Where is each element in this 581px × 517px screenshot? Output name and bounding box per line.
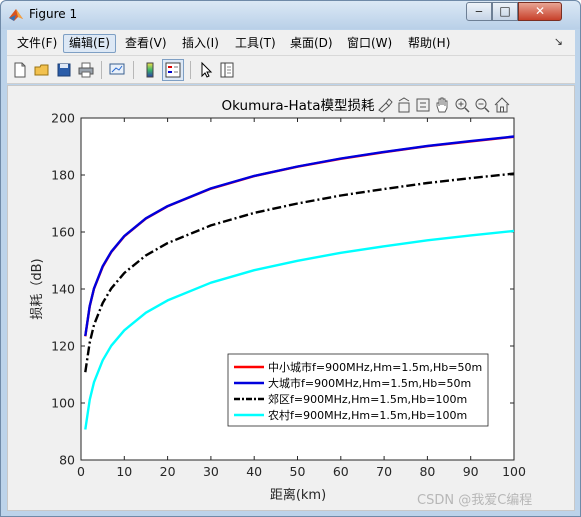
legend-icon[interactable] <box>162 59 184 81</box>
maximize-button[interactable]: □ <box>492 2 518 21</box>
property-inspector-icon[interactable] <box>218 61 236 79</box>
legend-box <box>227 353 489 427</box>
toolbar-separator <box>133 61 134 79</box>
x-tick-label: 40 <box>246 464 262 479</box>
legend-entry-label: 中小城市f=900MHz,Hm=1.5m,Hb=50m <box>268 360 482 374</box>
x-tick-label: 50 <box>290 464 306 479</box>
y-tick-label: 80 <box>59 453 75 468</box>
legend-entry-label: 郊区f=900MHz,Hm=1.5m,Hb=100m <box>268 393 467 406</box>
menu-edit[interactable]: 编辑(E) <box>63 34 116 53</box>
x-tick-label: 10 <box>116 464 132 479</box>
minimize-button[interactable]: ‒ <box>466 2 492 21</box>
legend-entry-label: 大城市f=900MHz,Hm=1.5m,Hb=50m <box>268 376 471 390</box>
series-lines <box>84 135 515 430</box>
matlab-logo-icon <box>9 9 23 21</box>
title-bar[interactable]: Figure 1 ‒ □ ✕ <box>1 1 580 29</box>
y-tick-label: 160 <box>51 225 75 240</box>
x-tick-label: 90 <box>463 464 479 479</box>
data-tip-icon[interactable] <box>416 98 430 112</box>
toolbar-separator <box>190 61 191 79</box>
x-tick-label: 70 <box>376 464 392 479</box>
dock-arrow-icon[interactable]: ↘ <box>553 35 563 48</box>
export-icon[interactable] <box>398 97 410 113</box>
legend-entry-label: 农村f=900MHz,Hm=1.5m,Hb=100m <box>268 408 467 422</box>
link-plot-icon[interactable] <box>108 61 126 79</box>
series-line-3[interactable] <box>84 229 515 430</box>
zoom-out-icon[interactable] <box>475 98 490 113</box>
plot-area[interactable]: 0 10 20 30 40 50 60 70 80 90 100 80 100 120 140 160 180 2… <box>8 86 574 510</box>
legend[interactable]: 中小城市f=900MHz,Hm=1.5m,Hb=50m 大城市f=900MHz,H… <box>227 353 489 427</box>
series-line-2[interactable] <box>84 172 515 373</box>
brush-icon[interactable] <box>378 98 393 113</box>
series-line-1[interactable] <box>84 135 515 337</box>
pointer-icon[interactable] <box>197 61 215 79</box>
pan-icon[interactable] <box>436 97 448 113</box>
colorbar-icon[interactable] <box>141 61 159 79</box>
open-file-icon[interactable] <box>33 61 51 79</box>
x-tick-label: 20 <box>160 464 176 479</box>
menu-bar: 文件(F) 编辑(E) 查看(V) 插入(I) 工具(T) 桌面(D) 窗口(W… <box>7 30 575 56</box>
y-tick-label: 120 <box>51 339 75 354</box>
menu-file[interactable]: 文件(F) <box>17 36 58 50</box>
window-title: Figure 1 <box>29 7 78 21</box>
menu-help[interactable]: 帮助(H) <box>408 36 451 50</box>
y-tick-label: 200 <box>51 111 75 126</box>
menu-tools[interactable]: 工具(T) <box>235 36 276 50</box>
x-tick-label: 80 <box>419 464 435 479</box>
figure-toolbar <box>7 56 575 84</box>
axis-ticks: 0 10 20 30 40 50 60 70 80 90 100 80 100 120 140 160 180 2… <box>51 111 526 480</box>
axes-toolbar <box>378 97 510 113</box>
y-tick-label: 100 <box>51 396 75 411</box>
x-tick-label: 60 <box>333 464 349 479</box>
menu-insert[interactable]: 插入(I) <box>182 36 219 50</box>
close-button[interactable]: ✕ <box>518 2 562 21</box>
x-tick-label: 0 <box>77 464 85 479</box>
x-tick-label: 100 <box>502 464 526 479</box>
y-tick-label: 180 <box>51 168 75 183</box>
menu-desktop[interactable]: 桌面(D) <box>290 36 333 50</box>
menu-window[interactable]: 窗口(W) <box>347 36 393 50</box>
toolbar-separator <box>101 61 102 79</box>
print-icon[interactable] <box>77 61 95 79</box>
y-axis-label: 损耗（dB) <box>30 258 45 319</box>
x-axis-label: 距离(km) <box>270 487 326 503</box>
figure-canvas: 0 10 20 30 40 50 60 70 80 90 100 80 100 120 140 160 180 2… <box>7 85 575 511</box>
chart-title: Okumura-Hata模型损耗 <box>222 98 375 114</box>
new-figure-icon[interactable] <box>11 61 29 79</box>
save-icon[interactable] <box>55 61 73 79</box>
watermark: CSDN @我爱C编程 <box>417 493 533 508</box>
menu-view[interactable]: 查看(V) <box>125 36 167 50</box>
home-icon[interactable] <box>494 97 510 113</box>
x-tick-label: 30 <box>203 464 219 479</box>
zoom-in-icon[interactable] <box>455 98 470 113</box>
y-tick-label: 140 <box>51 282 75 297</box>
